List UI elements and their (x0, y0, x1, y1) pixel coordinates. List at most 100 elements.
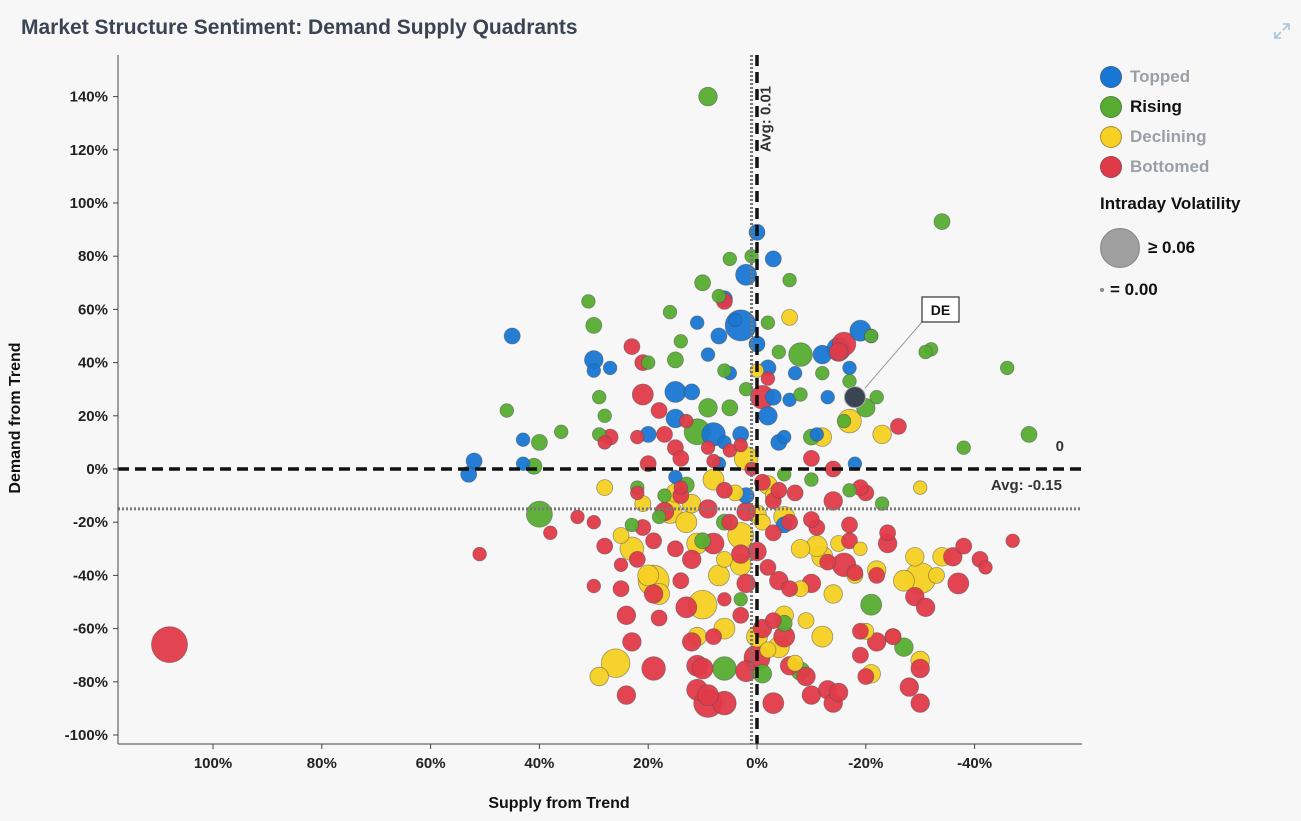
data-point-bottomed[interactable] (764, 524, 782, 542)
data-point-bottomed[interactable] (867, 632, 887, 652)
data-point-bottomed[interactable] (884, 628, 902, 645)
data-point-bottomed[interactable] (597, 435, 612, 450)
data-point-topped[interactable] (777, 429, 792, 445)
data-point-rising[interactable] (1000, 360, 1015, 376)
data-point-bottomed[interactable] (868, 567, 886, 584)
data-point-bottomed[interactable] (781, 513, 798, 531)
data-point-bottomed[interactable] (613, 557, 629, 573)
data-point-topped[interactable] (728, 312, 743, 328)
data-point-rising[interactable] (933, 213, 951, 231)
data-point-rising[interactable] (738, 382, 754, 397)
data-point-bottomed[interactable] (721, 513, 739, 531)
data-point-topped[interactable] (809, 427, 825, 442)
data-point-bottomed[interactable] (823, 491, 843, 511)
data-point-topped[interactable] (602, 360, 618, 376)
data-point-bottomed[interactable] (679, 413, 694, 429)
data-point-bottomed[interactable] (650, 402, 668, 419)
data-point-rising[interactable] (918, 344, 933, 360)
data-point-bottomed[interactable] (623, 338, 641, 356)
data-point-declining[interactable] (786, 654, 804, 672)
data-point-bottomed[interactable] (910, 658, 930, 679)
data-point-rising[interactable] (673, 334, 689, 349)
data-point-declining[interactable] (589, 666, 609, 687)
data-point-rising[interactable] (698, 398, 718, 418)
data-point-bottomed[interactable] (543, 525, 558, 541)
data-point-declining[interactable] (853, 541, 868, 557)
data-point-declining[interactable] (612, 527, 630, 544)
data-point-rising[interactable] (788, 342, 813, 367)
data-point-bottomed[interactable] (641, 656, 666, 681)
data-point-rising[interactable] (694, 274, 711, 292)
data-point-declining[interactable] (708, 564, 730, 587)
data-point-rising[interactable] (894, 637, 914, 657)
data-point-bottomed[interactable] (978, 560, 993, 575)
data-point-bottomed[interactable] (622, 632, 642, 652)
data-point-declining[interactable] (600, 648, 631, 678)
data-point-rising[interactable] (667, 351, 684, 369)
data-point-declining[interactable] (637, 564, 660, 587)
data-point-bottomed[interactable] (890, 417, 907, 435)
data-point-rising[interactable] (597, 408, 612, 424)
data-point-declining[interactable] (596, 479, 614, 497)
data-point-bottomed[interactable] (631, 383, 654, 406)
data-point-bottomed[interactable] (955, 537, 973, 555)
data-point-topped[interactable] (586, 363, 602, 378)
data-point-topped[interactable] (787, 366, 803, 381)
data-point-topped[interactable] (764, 388, 782, 406)
legend-item-bottomed[interactable]: Bottomed (1100, 152, 1290, 182)
data-point-bottomed[interactable] (667, 540, 684, 558)
data-point-bottomed[interactable] (691, 657, 714, 680)
data-point-rising[interactable] (874, 496, 890, 511)
data-point-bottomed[interactable] (645, 532, 662, 550)
data-point-bottomed[interactable] (643, 584, 664, 604)
data-point-bottomed[interactable] (801, 685, 822, 705)
data-point-bottomed[interactable] (697, 684, 719, 706)
data-point-topped[interactable] (758, 406, 778, 426)
data-point-rising[interactable] (662, 304, 678, 320)
data-point-declining[interactable] (905, 547, 925, 567)
data-point-rising[interactable] (657, 488, 672, 503)
data-point-bottomed[interactable] (700, 440, 716, 455)
data-point-topped[interactable] (515, 456, 531, 471)
data-point-topped[interactable] (503, 327, 521, 345)
data-point-bottomed[interactable] (786, 484, 804, 502)
data-point-declining[interactable] (716, 551, 733, 568)
data-point-rising[interactable] (526, 500, 553, 528)
data-point-bottomed[interactable] (672, 572, 690, 590)
data-point-bottomed[interactable] (770, 481, 788, 499)
data-point-topped[interactable] (735, 263, 757, 286)
data-point-bottomed[interactable] (803, 511, 820, 528)
data-point-bottomed[interactable] (852, 646, 869, 664)
legend-item-topped[interactable]: Topped (1100, 62, 1290, 92)
data-point-bottomed[interactable] (828, 342, 849, 362)
data-point-declining[interactable] (797, 612, 815, 629)
data-point-bottomed[interactable] (616, 685, 637, 705)
data-point-bottomed[interactable] (650, 609, 668, 627)
data-point-bottomed[interactable] (672, 449, 690, 467)
annotation-point[interactable] (843, 386, 866, 409)
data-point-bottomed[interactable] (819, 553, 837, 571)
data-point-declining[interactable] (759, 641, 777, 659)
data-point-bottomed[interactable] (673, 480, 689, 495)
expand-icon[interactable] (1273, 22, 1291, 40)
data-point-topped[interactable] (683, 383, 701, 401)
data-point-rising[interactable] (815, 366, 830, 381)
data-point-bottomed[interactable] (841, 516, 858, 534)
data-point-rising[interactable] (711, 288, 727, 304)
data-point-topped[interactable] (764, 250, 782, 268)
data-point-rising[interactable] (804, 472, 819, 487)
data-point-topped[interactable] (515, 432, 531, 447)
data-point-topped[interactable] (700, 347, 716, 362)
data-point-declining[interactable] (913, 480, 928, 495)
data-point-bottomed[interactable] (586, 578, 602, 594)
data-point-bottomed[interactable] (151, 626, 188, 663)
data-point-rising[interactable] (836, 413, 852, 429)
data-point-topped[interactable] (690, 315, 705, 330)
data-point-bottomed[interactable] (717, 592, 732, 607)
data-point-rising[interactable] (722, 251, 738, 267)
data-point-rising[interactable] (651, 509, 667, 525)
data-point-bottomed[interactable] (899, 677, 920, 697)
data-point-topped[interactable] (710, 327, 728, 345)
data-point-rising[interactable] (581, 294, 596, 309)
data-point-bottomed[interactable] (682, 632, 702, 652)
